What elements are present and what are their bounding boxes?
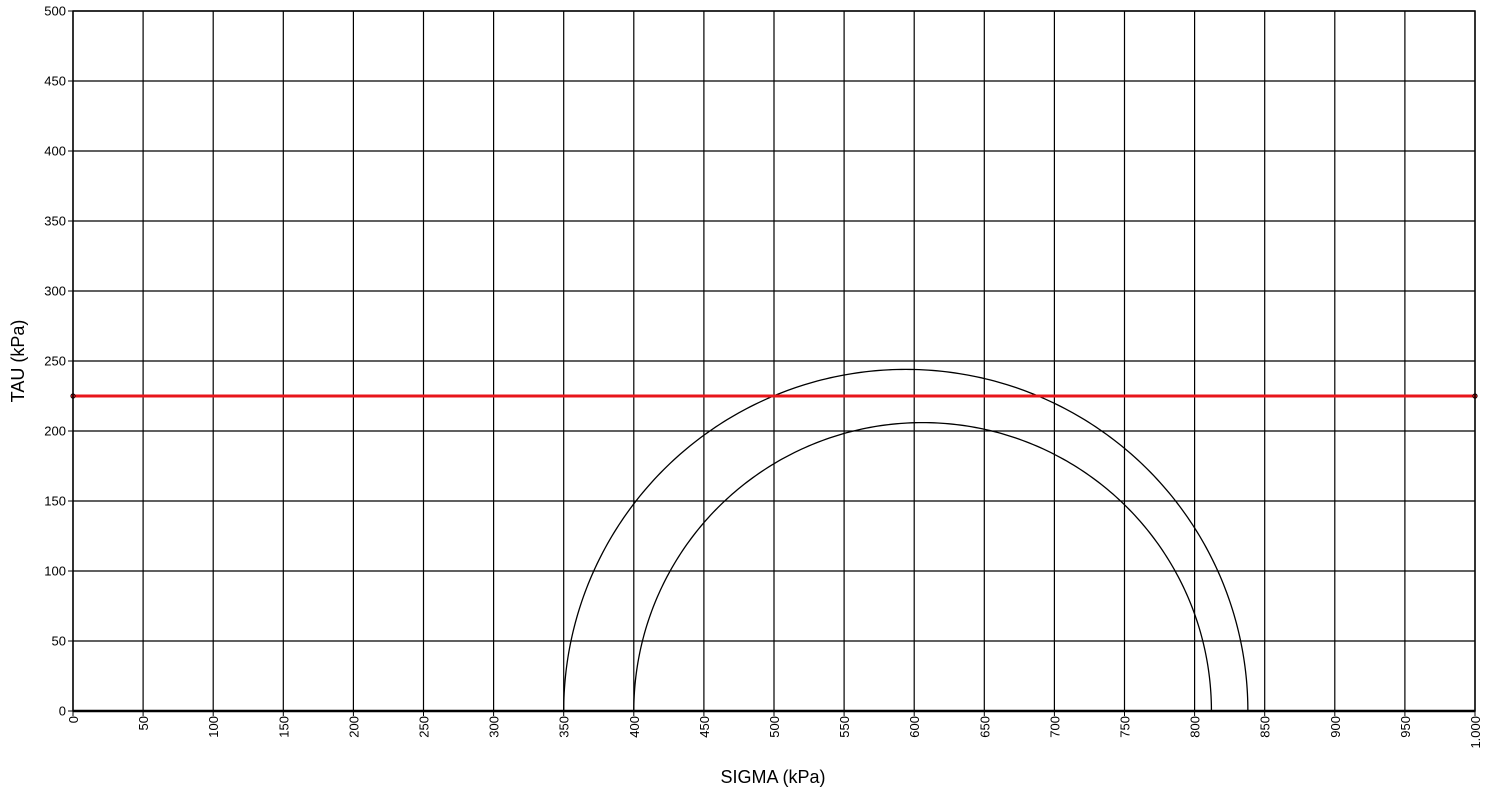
y-tick-label: 300 bbox=[44, 284, 66, 299]
x-tick-label: 150 bbox=[276, 716, 291, 738]
x-tick-label: 500 bbox=[767, 716, 782, 738]
x-tick-label: 650 bbox=[977, 716, 992, 738]
x-axis-label: SIGMA (kPa) bbox=[720, 767, 825, 787]
x-tick-label: 550 bbox=[837, 716, 852, 738]
y-tick-label: 250 bbox=[44, 354, 66, 369]
y-tick-label: 50 bbox=[52, 634, 66, 649]
x-tick-label: 200 bbox=[346, 716, 361, 738]
mohr-circle bbox=[633, 421, 1213, 712]
y-axis-ticks: 0 50 100 150 200 250 300 350 400 450 500 bbox=[44, 4, 73, 719]
x-tick-label: 750 bbox=[1118, 716, 1133, 738]
y-tick-label: 450 bbox=[44, 74, 66, 89]
grid-lines bbox=[72, 10, 1476, 713]
x-tick-label: 800 bbox=[1188, 716, 1203, 738]
x-tick-label: 950 bbox=[1398, 716, 1413, 738]
x-tick-label: 600 bbox=[907, 716, 922, 738]
y-tick-label: 150 bbox=[44, 494, 66, 509]
x-tick-label: 350 bbox=[557, 716, 572, 738]
y-tick-label: 350 bbox=[44, 214, 66, 229]
y-tick-label: 100 bbox=[44, 564, 66, 579]
x-tick-label: 450 bbox=[697, 716, 712, 738]
y-tick-label: 500 bbox=[44, 4, 66, 19]
x-tick-label: 850 bbox=[1258, 716, 1273, 738]
x-tick-label: 50 bbox=[136, 716, 151, 730]
x-tick-label: 100 bbox=[206, 716, 221, 738]
y-tick-label: 200 bbox=[44, 424, 66, 439]
x-tick-label: 900 bbox=[1328, 716, 1343, 738]
x-tick-label: 400 bbox=[627, 716, 642, 738]
x-tick-label: 250 bbox=[417, 716, 432, 738]
y-tick-label: 400 bbox=[44, 144, 66, 159]
x-axis-ticks: 0 50 100 150 200 250 300 350 400 450 500 550 600 650 7… bbox=[66, 711, 1483, 749]
x-tick-label: 700 bbox=[1047, 716, 1062, 738]
y-tick-label: 0 bbox=[59, 704, 66, 719]
data-series bbox=[70, 368, 1478, 712]
x-tick-label: 1.000 bbox=[1468, 716, 1483, 749]
y-axis-label: TAU (kPa) bbox=[8, 320, 28, 403]
x-tick-label: 300 bbox=[487, 716, 502, 738]
mohr-circle bbox=[563, 368, 1249, 712]
x-tick-label: 0 bbox=[66, 716, 81, 723]
